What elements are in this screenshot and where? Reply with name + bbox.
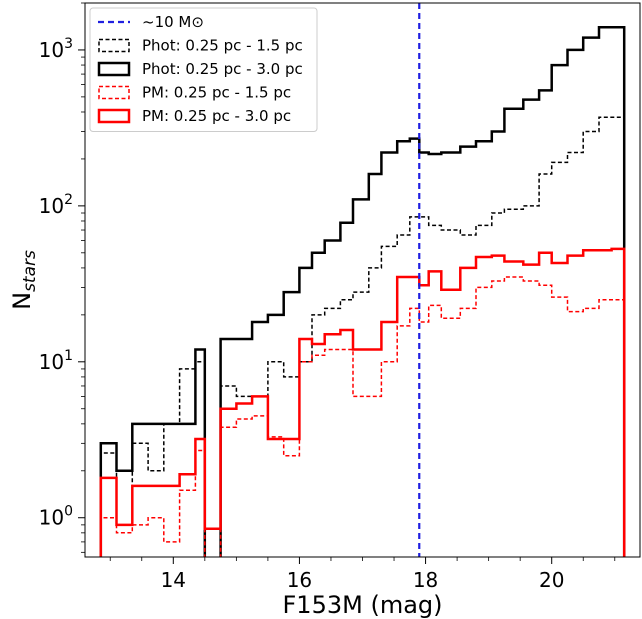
plot-area <box>99 3 626 557</box>
plot-clip-group <box>99 3 626 557</box>
y-axis-label: Nstars <box>8 250 40 310</box>
series-1-step-line <box>99 25 626 557</box>
legend-swatch-series-1 <box>97 61 131 77</box>
y-tick-label: 103 <box>39 36 73 62</box>
x-tick-label: 14 <box>161 568 186 592</box>
legend-swatch-series-3 <box>97 108 131 124</box>
series-0-step-line <box>100 116 625 557</box>
legend-label: PM: 0.25 pc - 1.5 pc <box>142 84 291 102</box>
x-tick-label: 18 <box>413 568 438 592</box>
x-tick-label: 16 <box>287 568 312 592</box>
x-axis-label: F153M (mag) <box>283 591 443 619</box>
legend: ~10 M⊙ Phot: 0.25 pc - 1.5 pc Phot: 0.25 p… <box>89 7 318 132</box>
x-tick-label: 20 <box>539 568 564 592</box>
legend-label: PM: 0.25 pc - 3.0 pc <box>142 107 291 125</box>
y-tick-label: 101 <box>39 348 73 374</box>
legend-label: Phot: 0.25 pc - 1.5 pc <box>142 37 303 55</box>
legend-swatch-series-0 <box>98 38 130 53</box>
legend-box <box>89 7 318 132</box>
series-3-step-line <box>99 247 626 557</box>
legend-label: Phot: 0.25 pc - 3.0 pc <box>142 60 303 78</box>
y-tick-label: 100 <box>39 504 73 530</box>
y-tick-label: 102 <box>39 192 73 218</box>
legend-swatch-series-2 <box>98 85 130 100</box>
series-2-step-line <box>100 276 625 557</box>
axis-ticks: 14 16 18 20 100 101 102 103 <box>39 2 616 592</box>
legend-label: ~10 M⊙ <box>142 13 204 31</box>
